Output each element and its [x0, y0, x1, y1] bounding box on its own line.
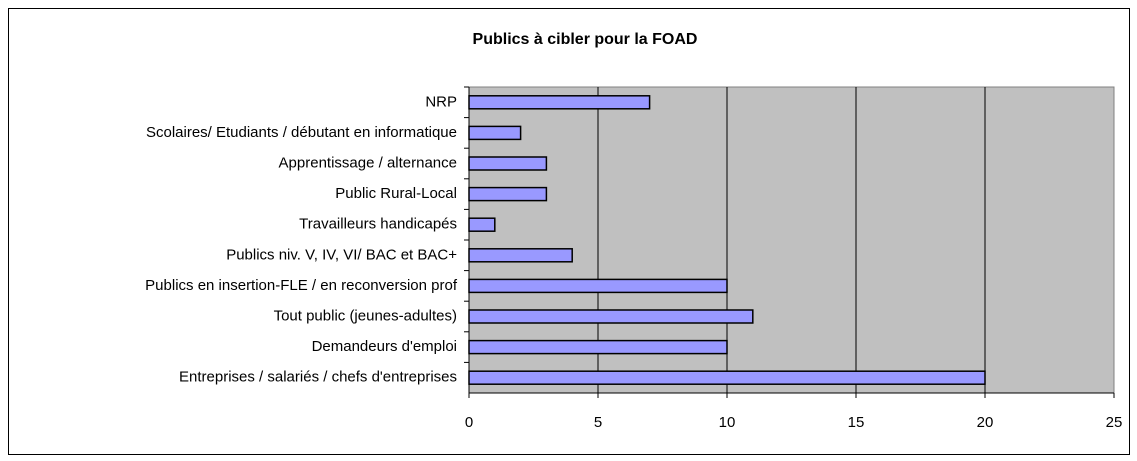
x-tick-label: 15: [848, 414, 865, 431]
y-tick-label: Apprentissage / alternance: [279, 154, 457, 171]
bar: [468, 370, 986, 385]
x-tick-label: 0: [465, 414, 473, 431]
y-tick-label: NRP: [425, 93, 457, 110]
y-tick-label: Entreprises / salariés / chefs d'entrepr…: [179, 369, 457, 386]
y-tick-label: Tout public (jeunes-adultes): [274, 307, 457, 324]
x-tick-label: 5: [594, 414, 602, 431]
bar: [468, 309, 754, 324]
chart-title: Publics à cibler pour la FOAD: [473, 31, 698, 48]
bar: [468, 339, 728, 355]
y-tick-label: Travailleurs handicapés: [299, 216, 457, 233]
y-tick-label: Publics en insertion-FLE / en reconversi…: [145, 277, 458, 294]
x-tick-label: 10: [719, 414, 736, 431]
y-tick-label: Public Rural-Local: [335, 185, 457, 202]
bar: [468, 217, 496, 232]
bar: [468, 186, 548, 202]
x-tick-label: 25: [1106, 414, 1123, 431]
y-tick-label: Publics niv. V, IV, VI/ BAC et BAC+: [226, 246, 457, 263]
bar: [468, 95, 651, 110]
y-tick-label: Scolaires/ Etudiants / débutant en infor…: [146, 124, 457, 141]
bar: [468, 125, 522, 141]
bar: [468, 248, 573, 263]
y-tick-label: Demandeurs d'emploi: [312, 338, 457, 355]
bar: [468, 278, 728, 294]
x-tick-label: 20: [977, 414, 994, 431]
bar: [468, 156, 548, 171]
